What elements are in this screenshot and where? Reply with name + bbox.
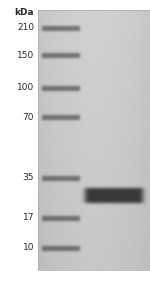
Text: kDa: kDa bbox=[14, 8, 34, 17]
Text: 100: 100 bbox=[17, 83, 34, 93]
Text: 10: 10 bbox=[22, 243, 34, 252]
Text: 70: 70 bbox=[22, 113, 34, 121]
Text: 35: 35 bbox=[22, 173, 34, 183]
Text: 210: 210 bbox=[17, 23, 34, 33]
Bar bbox=[38, 10, 150, 270]
Text: 17: 17 bbox=[22, 213, 34, 222]
Text: 150: 150 bbox=[17, 50, 34, 59]
